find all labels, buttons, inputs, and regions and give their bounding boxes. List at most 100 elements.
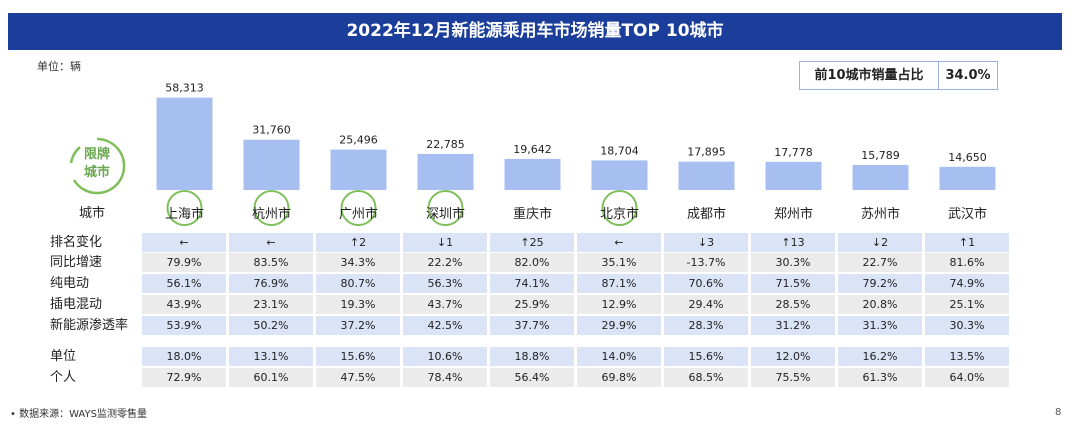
table-cell: 35.1% [577,253,661,272]
table-cell: 23.1% [229,295,313,314]
row-label-personal: 个人 [50,370,77,385]
table-cell: 79.2% [838,274,922,293]
city-label: 杭州市 [252,206,291,222]
data-source-note: • 数据来源：WAYS监测零售量 [10,409,147,420]
row-label-phev: 插电混动 [50,297,103,312]
table-cell: 12.0% [751,347,835,366]
table-cell: 20.8% [838,295,922,314]
bar-5 [591,160,648,190]
table-cell: 56.1% [142,274,226,293]
bar-value-label: 22,785 [426,138,465,151]
table-cell: 47.5% [316,368,400,387]
unit-label: 单位：辆 [37,60,81,73]
table-cell: 70.6% [664,274,748,293]
city-label: 北京市 [600,206,639,222]
bar-value-label: 19,642 [513,143,552,156]
sales-bar-chart: 58,313 上海市 31,760 杭州市 25,496 广州市 22,785 深圳市 19,6… [156,82,996,226]
table-cell: 50.2% [229,316,313,335]
table-cell: 19.3% [316,295,400,314]
table-cell: ↓1 [403,233,487,252]
city-label: 广州市 [339,206,378,222]
table-cell: 28.3% [664,316,748,335]
table-cell: 71.5% [751,274,835,293]
table-cell: 72.9% [142,368,226,387]
table-cell: 43.7% [403,295,487,314]
table-cell: ↓3 [664,233,748,252]
city-label: 重庆市 [513,206,552,222]
bar-8 [852,165,909,190]
bar-value-label: 17,895 [687,146,726,159]
table-cell: 15.6% [664,347,748,366]
restricted-city-marker [166,190,203,226]
table-cell: 31.3% [838,316,922,335]
table-cell: ↑25 [490,233,574,252]
badge-line-2: 城市 [83,165,110,180]
table-cell: 43.9% [142,295,226,314]
table-cell: 74.9% [925,274,1009,293]
bar-value-label: 14,650 [948,151,987,164]
city-label: 苏州市 [861,206,900,222]
bar-1 [243,139,300,190]
table-cell: 34.3% [316,253,400,272]
bar-6 [678,161,735,190]
table-cell: 76.9% [229,274,313,293]
row-label-penetration: 新能源渗透率 [50,318,129,333]
table-cell: 22.2% [403,253,487,272]
city-label: 上海市 [165,206,204,222]
table-cell: 53.9% [142,316,226,335]
table-cell: ↑1 [925,233,1009,252]
share-value: 34.0% [945,68,991,83]
table-cell: 14.0% [577,347,661,366]
bar-9 [939,166,996,190]
table-cell: 79.9% [142,253,226,272]
table-cell: 68.5% [664,368,748,387]
bar-value-label: 58,313 [165,82,204,95]
table-cell: 37.7% [490,316,574,335]
bar-value-label: 18,704 [600,144,639,157]
restricted-city-marker [601,190,638,226]
city-label: 深圳市 [426,206,465,222]
city-label: 郑州市 [774,206,813,222]
bar-value-label: 15,789 [861,149,900,162]
table-cell: ↓2 [838,233,922,252]
row-label-unit: 单位 [50,349,77,364]
share-box: 前10城市销量占比 34.0% [799,61,998,90]
bar-0 [156,97,213,190]
restricted-city-badge-icon [69,137,126,195]
table-cell: 81.6% [925,253,1009,272]
row-label-yoy: 同比增速 [50,255,103,270]
page-number: 8 [1055,407,1062,418]
table-cell: 28.5% [751,295,835,314]
table-cell: ↑2 [316,233,400,252]
table-cell: ← [142,233,226,252]
bar-value-label: 25,496 [339,134,378,147]
table-cell: ← [229,233,313,252]
table-cell: 18.8% [490,347,574,366]
bar-value-label: 17,778 [774,146,813,159]
city-column-header: 城市 [79,206,106,221]
table-cell: 25.1% [925,295,1009,314]
table-cell: 30.3% [925,316,1009,335]
table-cell: 61.3% [838,368,922,387]
table-cell: 83.5% [229,253,313,272]
table-cell: 31.2% [751,316,835,335]
page-title: 2022年12月新能源乘用车市场销量TOP 10城市 [8,13,1062,50]
table-cell: 78.4% [403,368,487,387]
table-cell: 75.5% [751,368,835,387]
row-label-rank: 排名变化 [50,235,103,250]
city-label: 成都市 [687,206,726,222]
table-cell: 37.2% [316,316,400,335]
bar-2 [330,149,387,190]
bar-7 [765,161,822,190]
table-cell: 80.7% [316,274,400,293]
table-cell: 25.9% [490,295,574,314]
table-cell: 87.1% [577,274,661,293]
table-cell: 29.9% [577,316,661,335]
bar-3 [417,153,474,190]
table-cell: 56.4% [490,368,574,387]
table-cell: 22.7% [838,253,922,272]
table-cell: 29.4% [664,295,748,314]
table-cell: 42.5% [403,316,487,335]
table-cell: 69.8% [577,368,661,387]
table-cell: 18.0% [142,347,226,366]
